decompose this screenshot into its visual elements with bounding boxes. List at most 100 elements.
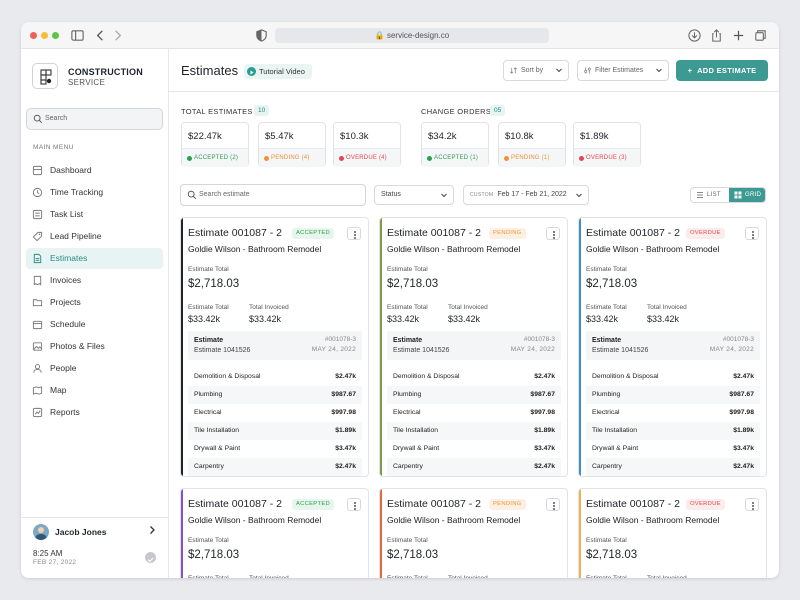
more-options-icon[interactable] xyxy=(347,227,361,240)
estimate-total-value: $2,718.03 xyxy=(586,549,638,561)
more-options-icon[interactable] xyxy=(745,498,759,511)
sidebar-item-time-tracking[interactable]: Time Tracking xyxy=(26,182,163,203)
grid-view-button[interactable]: GRID xyxy=(729,188,765,202)
sidebar-item-schedule[interactable]: Schedule xyxy=(26,314,163,335)
stat-card-accepted[interactable]: $22.47k ACCEPTED (2) xyxy=(181,122,249,167)
sidebar-item-people[interactable]: People xyxy=(26,358,163,379)
sort-by-select[interactable]: Sort by xyxy=(503,60,569,81)
share-icon[interactable] xyxy=(709,28,724,43)
line-item-name: Drywall & Paint xyxy=(194,445,241,452)
shield-icon[interactable] xyxy=(254,28,269,43)
estimate-reference-box[interactable]: Estimate Estimate 1041526 #001078-3 MAY 24,… xyxy=(188,331,362,360)
date-range-select[interactable]: CUSTOM Feb 17 - Feb 21, 2022 xyxy=(463,185,589,205)
total-invoiced-label: Total Invoiced xyxy=(647,575,687,578)
more-options-icon[interactable] xyxy=(347,498,361,511)
minimize-window-dot[interactable] xyxy=(41,32,48,39)
stat-card-accepted[interactable]: $34.2k ACCEPTED (1) xyxy=(421,122,489,167)
stat-card-pending[interactable]: $10.8k PENDING (1) xyxy=(498,122,566,167)
estimate-number: Estimate 1041526 xyxy=(194,347,251,354)
line-item-amount: $2.47k xyxy=(534,463,555,470)
estimate-search-placeholder: Search estimate xyxy=(199,191,250,198)
line-item-row: Electrical $997.98 xyxy=(586,404,760,422)
line-item-amount: $987.67 xyxy=(530,391,555,398)
estimate-client: Goldie Wilson - Bathroom Remodel xyxy=(387,515,521,525)
estimate-reference-box[interactable]: Estimate Estimate 1041526 #001078-3 MAY 24,… xyxy=(387,331,561,360)
close-window-dot[interactable] xyxy=(30,32,37,39)
sidebar-item-lead-pipeline[interactable]: Lead Pipeline xyxy=(26,226,163,247)
line-item-name: Demolition & Disposal xyxy=(592,373,659,380)
sidebar-item-dashboard[interactable]: Dashboard xyxy=(26,160,163,181)
tutorial-video-label: Tutorial Video xyxy=(259,67,305,76)
line-item-amount: $3.47k xyxy=(335,445,356,452)
sidebar-item-invoices[interactable]: Invoices xyxy=(26,270,163,291)
sidebar-toggle-icon[interactable] xyxy=(70,28,85,43)
estimate-reference-box[interactable]: Estimate Estimate 1041526 #001078-3 MAY 24,… xyxy=(586,331,760,360)
forward-arrow-icon[interactable] xyxy=(110,28,125,43)
address-bar[interactable]: 🔒 service-design.co xyxy=(275,28,549,43)
stat-card-overdue[interactable]: $10.3k OVERDUE (4) xyxy=(333,122,401,167)
estimate-card-pending[interactable]: Estimate 001087 - 2 PENDING Goldie Wilson … xyxy=(379,488,568,578)
more-options-icon[interactable] xyxy=(546,227,560,240)
sidebar-item-photos-files[interactable]: Photos & Files xyxy=(26,336,163,357)
list-view-button[interactable]: LIST xyxy=(691,188,729,202)
line-item-name: Carpentry xyxy=(393,463,423,470)
sidebar-item-estimates[interactable]: Estimates xyxy=(26,248,163,269)
avatar[interactable] xyxy=(33,524,49,540)
line-item-name: Drywall & Paint xyxy=(393,445,440,452)
line-item-amount: $2.47k xyxy=(335,373,356,380)
line-item-name: Demolition & Disposal xyxy=(194,373,261,380)
status-badge: PENDING xyxy=(489,499,526,510)
sidebar-item-projects[interactable]: Projects xyxy=(26,292,163,313)
estimate-total-label: Estimate Total xyxy=(387,537,428,544)
sub-estimate-total-value: $33.42k xyxy=(387,314,420,324)
stat-status: OVERDUE (3) xyxy=(574,148,640,167)
sidebar-item-label: People xyxy=(50,363,77,373)
estimate-card-accepted[interactable]: Estimate 001087 - 2 ACCEPTED Goldie Wilson… xyxy=(180,488,369,578)
estimate-label: Estimate xyxy=(592,337,622,344)
sub-estimate-total-label: Estimate Total xyxy=(586,575,627,578)
line-item-row: Drywall & Paint $3.47k xyxy=(188,440,362,458)
estimate-card-overdue[interactable]: Estimate 001087 - 2 OVERDUE Goldie Wilson … xyxy=(578,217,767,477)
line-item-amount: $3.47k xyxy=(534,445,555,452)
estimate-total-value: $2,718.03 xyxy=(188,278,240,290)
sidebar-item-label: Estimates xyxy=(50,253,88,263)
card-accent-bar xyxy=(181,218,183,476)
sidebar-search-input[interactable]: Search xyxy=(26,108,163,130)
filter-estimates-select[interactable]: Filter Estimates xyxy=(577,60,669,81)
chevron-down-icon xyxy=(576,193,582,198)
add-estimate-button[interactable]: + ADD ESTIMATE xyxy=(676,60,768,81)
stat-status-label: PENDING (1) xyxy=(511,155,550,161)
line-item-amount: $997.98 xyxy=(331,409,356,416)
tabs-overview-icon[interactable] xyxy=(753,28,768,43)
sidebar-item-task-list[interactable]: Task List xyxy=(26,204,163,225)
brand-logo[interactable] xyxy=(32,63,58,89)
stat-status-label: PENDING (4) xyxy=(271,155,310,161)
more-options-icon[interactable] xyxy=(745,227,759,240)
map-icon xyxy=(32,386,43,395)
estimate-search-input[interactable]: Search estimate xyxy=(180,184,366,206)
chevron-right-icon[interactable] xyxy=(147,525,157,535)
maximize-window-dot[interactable] xyxy=(52,32,59,39)
stat-value: $10.8k xyxy=(505,131,534,142)
sort-by-label: Sort by xyxy=(521,67,544,74)
stat-card-pending[interactable]: $5.47k PENDING (4) xyxy=(258,122,326,167)
tutorial-video-button[interactable]: Tutorial Video xyxy=(244,64,312,79)
grid-view-icon xyxy=(734,191,742,199)
estimate-label: Estimate xyxy=(393,337,423,344)
download-icon[interactable] xyxy=(687,28,702,43)
more-options-icon[interactable] xyxy=(546,498,560,511)
estimate-card-overdue[interactable]: Estimate 001087 - 2 OVERDUE Goldie Wilson … xyxy=(578,488,767,578)
estimate-card-pending[interactable]: Estimate 001087 - 2 PENDING Goldie Wilson … xyxy=(379,217,568,477)
back-arrow-icon[interactable] xyxy=(93,28,108,43)
new-tab-icon[interactable] xyxy=(731,28,746,43)
user-avatar-icon xyxy=(35,527,47,540)
status-select[interactable]: Status xyxy=(374,185,454,205)
sidebar-item-map[interactable]: Map xyxy=(26,380,163,401)
user-name[interactable]: Jacob Jones xyxy=(55,527,107,537)
status-label: Status xyxy=(381,191,401,198)
estimate-card-accepted[interactable]: Estimate 001087 - 2 ACCEPTED Goldie Wilson… xyxy=(180,217,369,477)
sub-estimate-total-value: $33.42k xyxy=(188,314,221,324)
sidebar-item-reports[interactable]: Reports xyxy=(26,402,163,423)
total-estimates-heading: TOTAL ESTIMATES xyxy=(181,107,253,116)
stat-card-overdue[interactable]: $1.89k OVERDUE (3) xyxy=(573,122,641,167)
